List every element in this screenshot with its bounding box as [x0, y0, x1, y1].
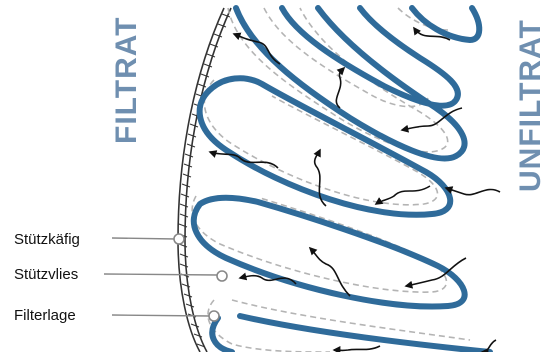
- flow-arrow: [400, 107, 463, 133]
- stuetzkaefig-label: Stützkäfig: [14, 231, 80, 248]
- flow-arrow: [444, 186, 501, 196]
- callout-stuetzvlies: Stützvlies: [14, 266, 228, 283]
- flow-arrow: [208, 150, 279, 169]
- flow-arrow: [413, 26, 451, 41]
- filter-layer-pleats: [190, 5, 493, 352]
- flow-arrow: [332, 345, 381, 352]
- flow-arrow: [374, 185, 431, 205]
- callout-stuetzkaefig: Stützkäfig: [14, 231, 185, 248]
- flow-arrow: [232, 32, 281, 65]
- unfiltrat-label: UNFILTRAT: [514, 19, 547, 192]
- flow-arrow: [308, 246, 351, 297]
- flow-arrow: [335, 66, 346, 109]
- flow-arrow: [313, 148, 327, 207]
- filtrat-label: FILTRAT: [110, 16, 143, 144]
- flow-arrow: [238, 272, 297, 285]
- flow-arrow: [404, 257, 467, 289]
- support-fleece-lines: [191, 7, 471, 352]
- filterlage-label: Filterlage: [14, 307, 76, 324]
- callout-filterlage: Filterlage: [14, 307, 220, 324]
- support-cage: [177, 7, 232, 352]
- stuetzvlies-label: Stützvlies: [14, 266, 78, 283]
